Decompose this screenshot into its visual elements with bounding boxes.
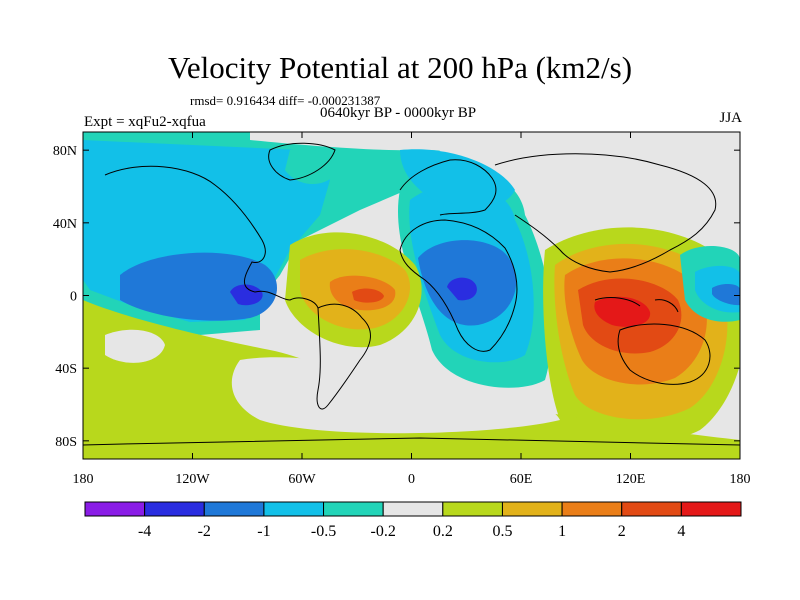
region-e-pacific-darkblue (230, 284, 263, 306)
x-tick-label: 120E (616, 472, 646, 487)
coast-antarctica (83, 437, 740, 446)
region-s-pacific-neutral-island (105, 329, 165, 363)
colorbar-label: 0.5 (492, 523, 512, 540)
colorbar-swatch (144, 501, 205, 517)
colorbar-swatch (382, 501, 444, 517)
period-label: 0640kyr BP - 0000kyr BP (320, 105, 477, 121)
colorbar-label: 2 (618, 523, 626, 540)
colorbar-swatch (84, 501, 146, 517)
colorbar-label: -0.2 (371, 523, 396, 540)
colorbar-swatch (203, 501, 265, 517)
x-tick-label: 60W (288, 472, 316, 487)
colorbar-labels: -4 -2 -1 -0.5 -0.2 0.2 0.5 1 2 4 (138, 523, 685, 540)
stats-label: rmsd= 0.916434 diff= -0.000231387 (190, 93, 381, 108)
region-s-ocean-neutral (231, 357, 560, 434)
region-e-pacific-blue (120, 252, 277, 321)
x-tick-label: 120W (175, 472, 210, 487)
y-tick-label: 80N (53, 144, 77, 159)
x-tick-label: 60E (510, 472, 533, 487)
colorbar (84, 501, 742, 517)
x-tick-label: 180 (730, 472, 751, 487)
region-arctic-neutral (250, 132, 690, 169)
region-w-pacific-blue (712, 284, 740, 306)
y-tick-label: 0 (70, 290, 77, 305)
coast-north-america (104, 165, 319, 309)
region-greenland-teal (285, 149, 336, 185)
region-n-atlantic-cyan (400, 149, 515, 210)
region-africa-darkblue (447, 277, 477, 301)
colorbar-swatch (621, 501, 682, 517)
y-tick-label: 40S (55, 362, 77, 377)
colorbar-label: -1 (257, 523, 270, 540)
x-tick-label: 180 (73, 472, 94, 487)
coast-asia (494, 153, 717, 273)
experiment-label: Expt = xqFu2-xqfua (84, 114, 206, 130)
region-indopac-red (594, 296, 651, 327)
colorbar-label: -2 (198, 523, 211, 540)
season-label: JJA (719, 110, 742, 126)
coast-maritime (594, 297, 679, 313)
colorbar-label: -4 (138, 523, 151, 540)
chart-title: Velocity Potential at 200 hPa (km2/s) (167, 50, 633, 85)
region-s-pacific-yellowgreen (83, 300, 740, 459)
colorbar-label: 4 (677, 523, 685, 540)
colorbar-swatch (323, 501, 384, 517)
y-tick-label: 80S (55, 435, 77, 450)
x-axis: 180 120W 60W 0 60E 120E 180 (73, 132, 751, 487)
coast-australia (617, 323, 711, 385)
coast-greenland (268, 142, 336, 181)
colorbar-swatch (263, 501, 325, 517)
colorbar-label: -0.5 (311, 523, 336, 540)
colorbar-swatch (442, 501, 503, 517)
coast-europe (399, 159, 497, 216)
x-tick-label: 0 (408, 472, 415, 487)
coast-africa (399, 219, 518, 352)
colorbar-swatch (561, 501, 623, 517)
y-axis: 80N 40N 0 40S 80S (53, 144, 740, 450)
region-atlantic-red (352, 288, 384, 303)
contour-field (83, 132, 740, 459)
coastlines (83, 142, 740, 446)
coast-south-america (316, 303, 371, 410)
colorbar-label: 0.2 (433, 523, 453, 540)
y-tick-label: 40N (53, 217, 77, 232)
colorbar-label: 1 (558, 523, 566, 540)
colorbar-swatch (501, 501, 563, 517)
colorbar-swatch (680, 501, 742, 517)
